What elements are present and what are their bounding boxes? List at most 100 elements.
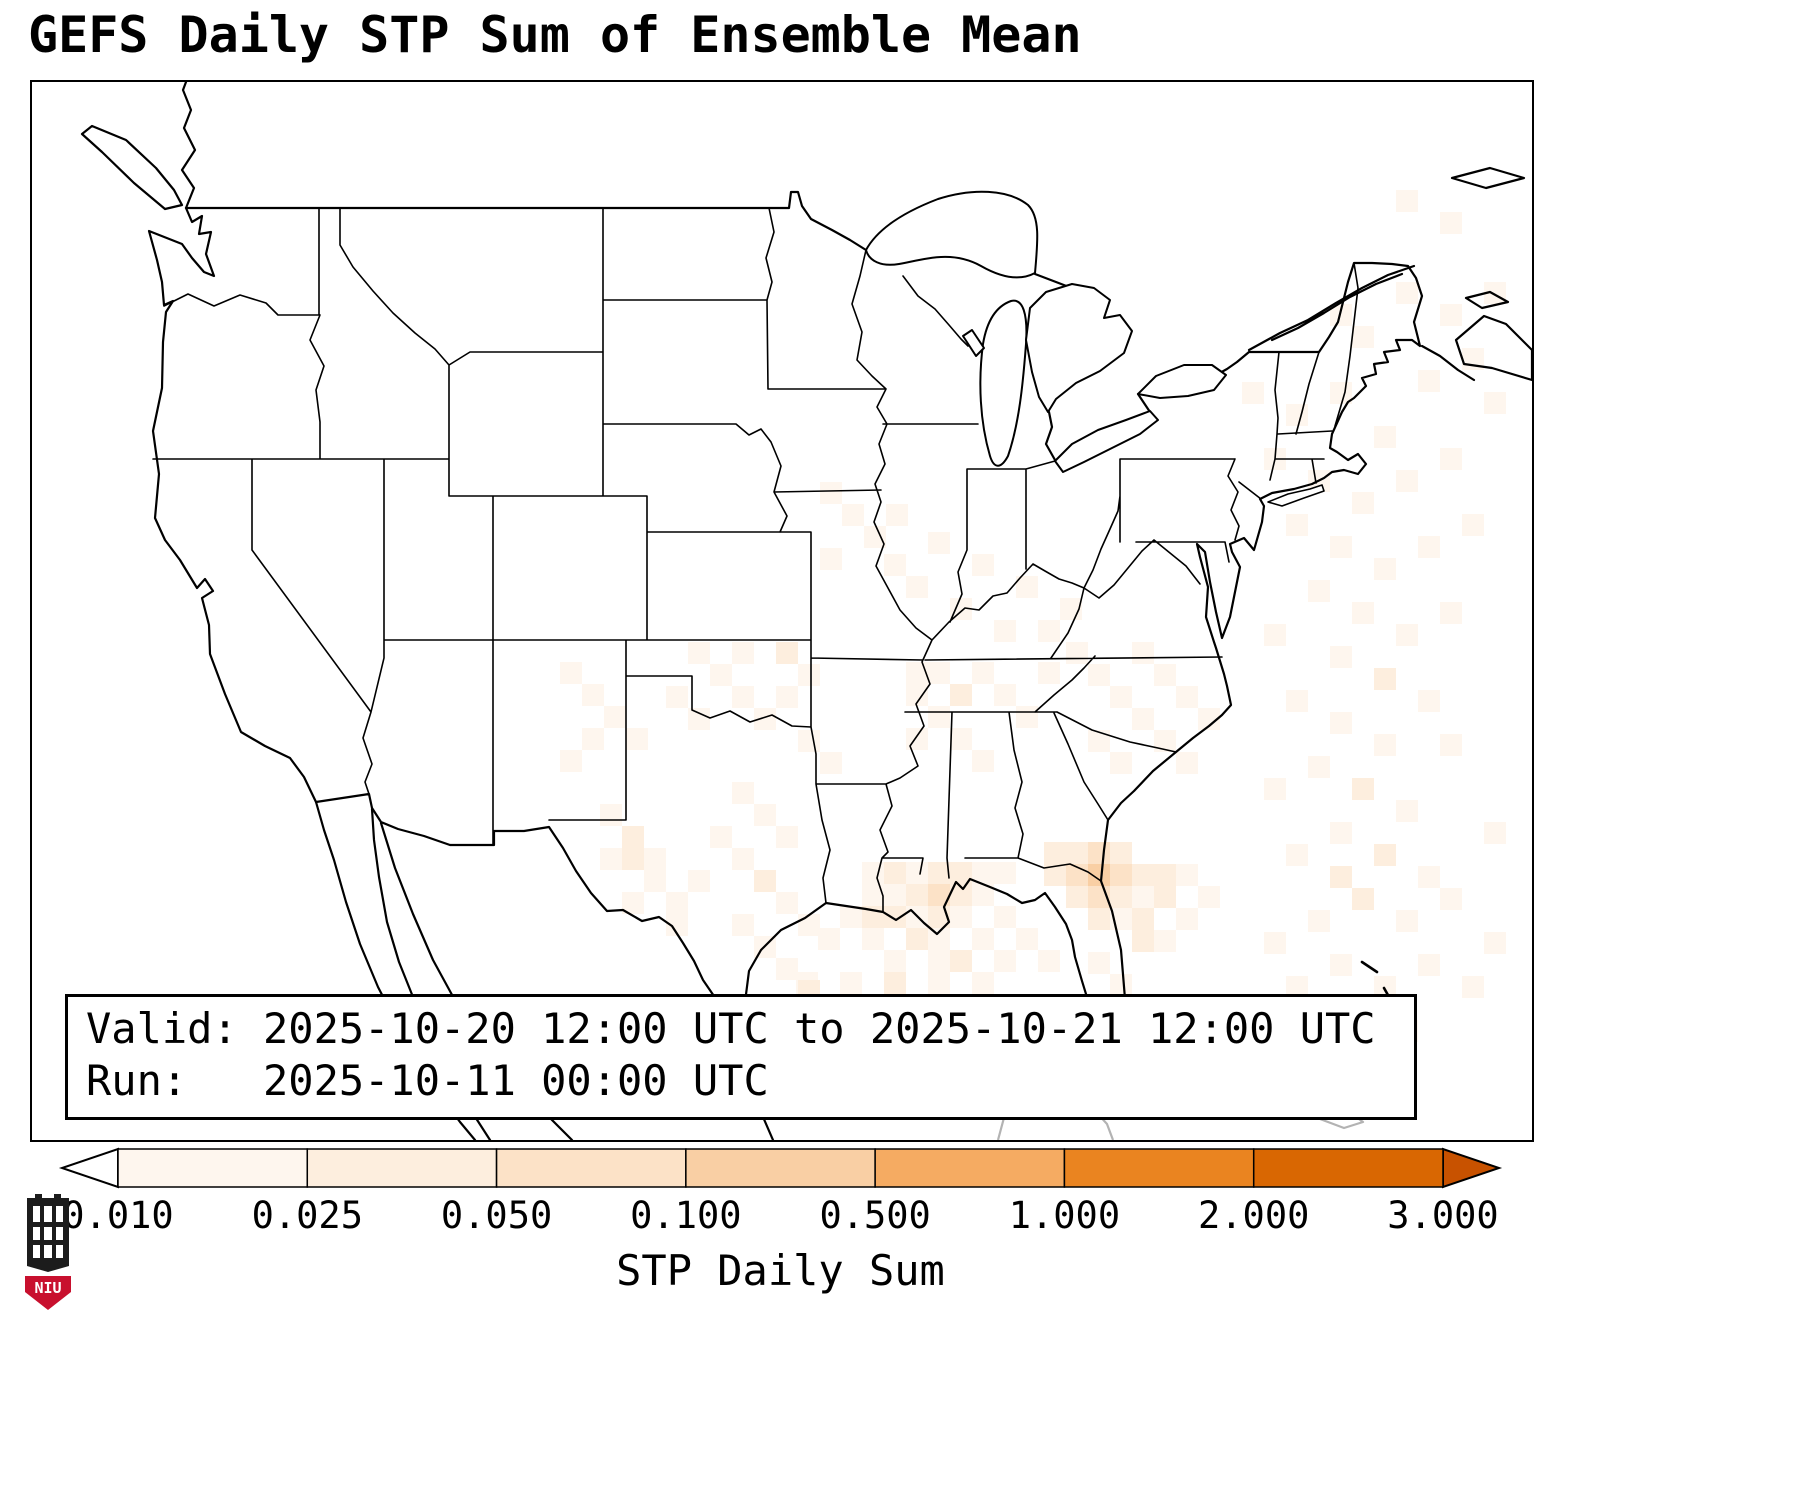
heatmap-cell (950, 862, 972, 884)
colorbar-segment (306, 1148, 498, 1188)
niu-shield-icon: NIU (25, 1194, 71, 1310)
heatmap-cell (754, 804, 776, 826)
lake-huron (1025, 283, 1133, 413)
coastlines-and-borders (80, 82, 1532, 1140)
heatmap-cell (732, 782, 754, 804)
heatmap-cell (972, 928, 994, 950)
lake-michigan (979, 299, 1028, 467)
heatmap-cell (950, 950, 972, 972)
heatmap-cell (818, 928, 840, 950)
heatmap-cell (776, 826, 798, 848)
heatmap-cell (622, 826, 644, 848)
heatmap-cell (972, 554, 994, 576)
heatmap-cell (928, 706, 950, 728)
heatmap-cell (1198, 708, 1220, 730)
heatmap-cell (1132, 930, 1154, 952)
heatmap-cell (1110, 864, 1132, 886)
heatmap-cell (1396, 470, 1418, 492)
mexico-coastline (314, 800, 775, 1140)
heatmap-cell (1038, 950, 1060, 972)
heatmap-cell (626, 728, 648, 750)
heatmap-cell (604, 706, 626, 728)
heatmap-cell (1440, 304, 1462, 326)
heatmap-cell (906, 928, 928, 950)
heatmap-cell (1440, 448, 1462, 470)
heatmap-cell (842, 504, 864, 526)
heatmap-cell (1484, 392, 1506, 414)
colorbar-tick-label: 1.000 (1008, 1194, 1121, 1237)
heatmap-cell (1330, 536, 1352, 558)
heatmap-cell (754, 708, 776, 730)
heatmap-cell (1088, 664, 1110, 686)
heatmap-cell (1066, 642, 1088, 664)
heatmap-cell (972, 884, 994, 906)
heatmap-cell (884, 862, 906, 884)
heatmap-cell (1330, 304, 1352, 326)
heatmap-cell (1176, 686, 1198, 708)
heatmap-cell (950, 684, 972, 706)
heatmap-cell (622, 892, 644, 914)
colorbar-axis-label: STP Daily Sum (616, 1246, 945, 1295)
colorbar-tick-label: 0.050 (440, 1194, 553, 1237)
heatmap-cell (840, 972, 862, 994)
heatmap-cell (1088, 864, 1110, 886)
heatmap-cell (1440, 212, 1462, 234)
canada-coastline (80, 82, 1532, 382)
heatmap-cell (1154, 864, 1176, 886)
colorbar-segment (1063, 1148, 1255, 1188)
colorbar-segment (1252, 1148, 1444, 1188)
heatmap-cell (1110, 842, 1132, 864)
colorbar-tick-label: 2.000 (1198, 1194, 1310, 1237)
heatmap-cell (972, 662, 994, 684)
heatmap-cell (1396, 282, 1418, 304)
heatmap-cell (1242, 382, 1264, 404)
info-box: Valid: 2025-10-20 12:00 UTC to 2025-10-2… (65, 994, 1417, 1120)
state-border-lines (152, 207, 1359, 913)
svg-text:NIU: NIU (34, 1279, 61, 1297)
heatmap-cell (906, 862, 928, 884)
heatmap-cell (928, 662, 950, 684)
heatmap-cell (820, 482, 842, 504)
heatmap-cell (1132, 708, 1154, 730)
heatmap-cell (798, 914, 820, 936)
heatmap-cell (1352, 492, 1374, 514)
heatmap-cell (994, 950, 1016, 972)
heatmap-cell (906, 662, 928, 684)
heatmap-cell (1286, 514, 1308, 536)
heatmap-cell (1088, 908, 1110, 930)
heatmap-cell (1088, 952, 1110, 974)
heatmap-cell (798, 664, 820, 686)
state-borders (152, 207, 1359, 913)
heatmap-cell (1396, 910, 1418, 932)
heatmap-cell (884, 554, 906, 576)
heatmap-cell (928, 884, 950, 906)
heatmap-cell (884, 972, 906, 994)
heatmap-cell (776, 686, 798, 708)
heatmap-cell (1374, 668, 1396, 690)
heatmap-cell (1330, 954, 1352, 976)
heatmap-cell (1308, 910, 1330, 932)
heatmap-cell (972, 862, 994, 884)
heatmap-cell (560, 750, 582, 772)
us-outline (147, 190, 1424, 1067)
heatmap-cell (644, 848, 666, 870)
colorbar-arrow (58, 1147, 119, 1189)
heatmap-cell (1418, 370, 1440, 392)
heatmap-cell (776, 958, 798, 980)
great-lakes (865, 190, 1325, 507)
colorbar-segment (874, 1148, 1066, 1188)
heatmap-cell (732, 914, 754, 936)
heatmap-cell (906, 728, 928, 750)
lake-superior (865, 190, 1039, 279)
heatmap-cell (1264, 932, 1286, 954)
heatmap-cell (928, 862, 950, 884)
heatmap-cell (1330, 822, 1352, 844)
heatmap-cell (1352, 778, 1374, 800)
heatmap-cell (1198, 886, 1220, 908)
heatmap-cell (1286, 690, 1308, 712)
heatmap-cell (1352, 888, 1374, 910)
heatmap-cell (1352, 326, 1374, 348)
map-svg (80, 82, 1532, 1140)
heatmap-cell (1038, 662, 1060, 684)
heatmap-cell (1374, 734, 1396, 756)
